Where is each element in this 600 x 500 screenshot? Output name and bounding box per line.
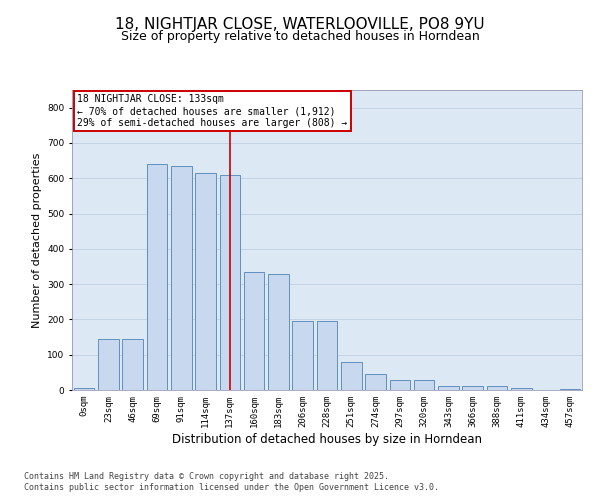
Bar: [414, 380, 434, 390]
Bar: [341, 362, 362, 390]
Bar: [389, 380, 410, 390]
Bar: [146, 164, 167, 390]
Bar: [171, 166, 191, 390]
Text: Contains HM Land Registry data © Crown copyright and database right 2025.: Contains HM Land Registry data © Crown c…: [24, 472, 389, 481]
Bar: [122, 339, 143, 390]
Text: 18, NIGHTJAR CLOSE, WATERLOOVILLE, PO8 9YU: 18, NIGHTJAR CLOSE, WATERLOOVILLE, PO8 9…: [115, 18, 485, 32]
Y-axis label: Number of detached properties: Number of detached properties: [32, 152, 41, 328]
Bar: [463, 386, 483, 390]
Bar: [511, 388, 532, 390]
Bar: [268, 274, 289, 390]
Text: Contains public sector information licensed under the Open Government Licence v3: Contains public sector information licen…: [24, 484, 439, 492]
Text: 18 NIGHTJAR CLOSE: 133sqm
← 70% of detached houses are smaller (1,912)
29% of se: 18 NIGHTJAR CLOSE: 133sqm ← 70% of detac…: [77, 94, 347, 128]
X-axis label: Distribution of detached houses by size in Horndean: Distribution of detached houses by size …: [172, 432, 482, 446]
Bar: [98, 339, 119, 390]
Bar: [365, 374, 386, 390]
Bar: [220, 174, 240, 390]
Bar: [195, 173, 216, 390]
Bar: [317, 321, 337, 390]
Bar: [292, 321, 313, 390]
Bar: [74, 388, 94, 390]
Bar: [487, 386, 508, 390]
Bar: [438, 386, 459, 390]
Bar: [244, 272, 265, 390]
Text: Size of property relative to detached houses in Horndean: Size of property relative to detached ho…: [121, 30, 479, 43]
